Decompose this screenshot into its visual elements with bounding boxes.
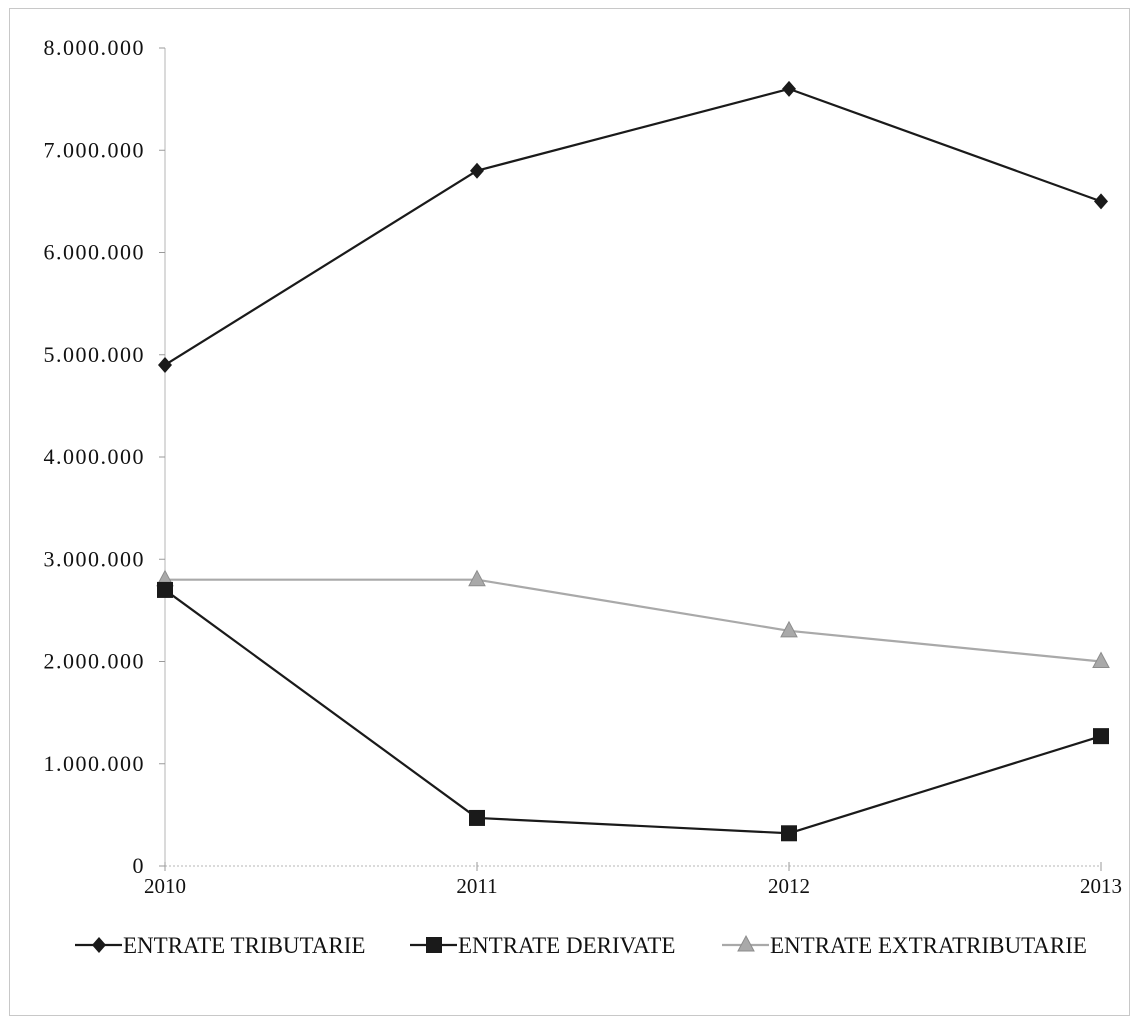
y-tick-label: 2.000.000: [44, 649, 146, 674]
x-tick-label: 2010: [144, 874, 186, 898]
y-tick-label: 3.000.000: [44, 546, 146, 571]
legend: ENTRATE TRIBUTARIE ENTRATE DERIVATE ENTRAT…: [75, 933, 1087, 958]
data-point-entrate-extratributarie-2013: [1092, 651, 1110, 668]
legend-item-entrate-extratributarie: ENTRATE EXTRATRIBUTARIE: [722, 933, 1087, 958]
legend-marker-square-icon: [426, 937, 442, 953]
y-tick-label: 8.000.000: [44, 35, 146, 60]
legend-label: ENTRATE DERIVATE: [458, 933, 675, 958]
series-entrate-derivate: [157, 581, 1109, 842]
series-entrate-tributarie: [158, 80, 1108, 373]
x-tick-label: 2013: [1080, 874, 1122, 898]
data-point-entrate-derivate-2013: [1093, 728, 1109, 745]
series-line-entrate-tributarie: [164, 87, 1102, 366]
data-point-entrate-extratributarie-2011: [468, 569, 486, 587]
legend-label: ENTRATE TRIBUTARIE: [123, 933, 365, 958]
data-point-entrate-derivate-2010: [157, 581, 173, 598]
y-tick-label: 1.000.000: [44, 751, 146, 776]
data-point-entrate-extratributarie-2012: [780, 620, 798, 638]
data-point-entrate-tributarie-2013: [1094, 193, 1108, 210]
axes: 0 1.000.000 2.000.000 3.000.000 4.000.000 5.0…: [44, 35, 1123, 898]
y-tick-label: 6.000.000: [44, 240, 146, 265]
legend-item-entrate-derivate: ENTRATE DERIVATE: [410, 933, 675, 958]
chart-frame: [9, 8, 1130, 1016]
legend-label: ENTRATE EXTRATRIBUTARIE: [770, 933, 1087, 958]
x-tick-label: 2011: [456, 874, 497, 898]
y-tick-label: 7.000.000: [44, 137, 146, 162]
legend-marker-triangle-icon: [737, 934, 755, 952]
data-point-entrate-derivate-2011: [469, 809, 485, 826]
y-tick-label: 0: [133, 853, 146, 878]
data-point-entrate-tributarie-2012: [782, 80, 796, 97]
data-point-entrate-tributarie-2010: [158, 356, 172, 373]
legend-marker-diamond-icon: [92, 937, 106, 953]
y-tick-label: 5.000.000: [44, 342, 146, 367]
series-entrate-extratributarie: [156, 569, 1110, 668]
x-tick-label: 2012: [768, 874, 810, 898]
y-tick-label: 4.000.000: [44, 444, 146, 469]
series-line-entrate-derivate: [164, 589, 1102, 835]
plot-area: [156, 80, 1110, 842]
series-line-entrate-extratributarie: [165, 578, 1102, 663]
data-point-entrate-tributarie-2011: [470, 162, 484, 179]
data-point-entrate-derivate-2012: [781, 825, 797, 842]
legend-item-entrate-tributarie: ENTRATE TRIBUTARIE: [75, 933, 365, 958]
